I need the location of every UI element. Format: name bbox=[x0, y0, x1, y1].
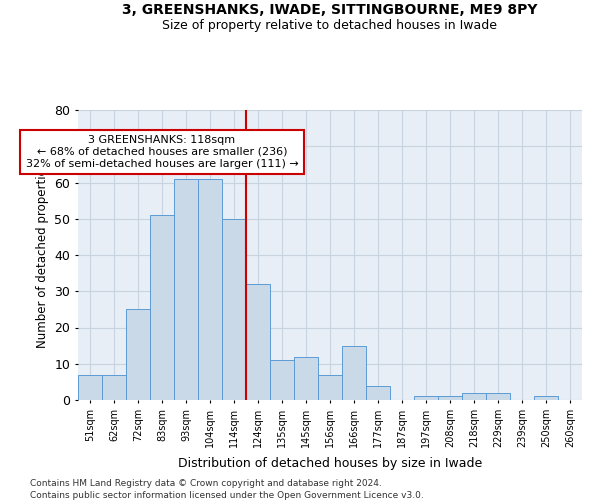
Text: Contains HM Land Registry data © Crown copyright and database right 2024.: Contains HM Land Registry data © Crown c… bbox=[30, 479, 382, 488]
Bar bbox=[462, 393, 486, 400]
Bar bbox=[246, 284, 270, 400]
Y-axis label: Number of detached properties: Number of detached properties bbox=[36, 162, 49, 348]
Bar bbox=[150, 215, 174, 400]
Bar bbox=[438, 396, 462, 400]
Bar bbox=[294, 356, 318, 400]
Bar bbox=[534, 396, 558, 400]
Bar bbox=[342, 346, 366, 400]
Text: Contains public sector information licensed under the Open Government Licence v3: Contains public sector information licen… bbox=[30, 491, 424, 500]
Bar bbox=[318, 374, 342, 400]
Bar bbox=[414, 396, 438, 400]
Bar bbox=[486, 393, 510, 400]
Bar bbox=[366, 386, 390, 400]
Text: Distribution of detached houses by size in Iwade: Distribution of detached houses by size … bbox=[178, 458, 482, 470]
Bar bbox=[222, 219, 246, 400]
Bar bbox=[174, 179, 198, 400]
Text: 3, GREENSHANKS, IWADE, SITTINGBOURNE, ME9 8PY: 3, GREENSHANKS, IWADE, SITTINGBOURNE, ME… bbox=[122, 2, 538, 16]
Bar bbox=[198, 179, 222, 400]
Bar bbox=[78, 374, 102, 400]
Bar bbox=[270, 360, 294, 400]
Text: Size of property relative to detached houses in Iwade: Size of property relative to detached ho… bbox=[163, 19, 497, 32]
Text: 3 GREENSHANKS: 118sqm
← 68% of detached houses are smaller (236)
32% of semi-det: 3 GREENSHANKS: 118sqm ← 68% of detached … bbox=[26, 136, 298, 168]
Bar bbox=[126, 310, 150, 400]
Bar bbox=[102, 374, 126, 400]
